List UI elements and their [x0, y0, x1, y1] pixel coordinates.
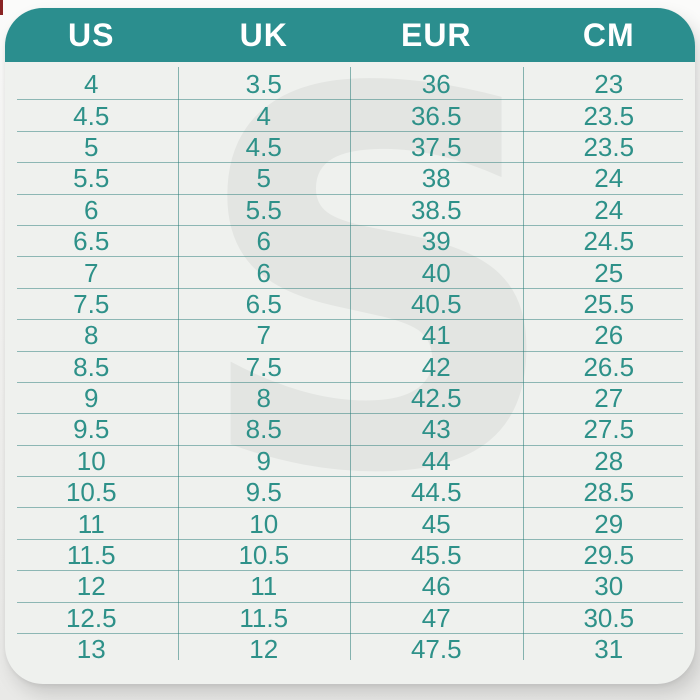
size-cell: 38.5	[410, 194, 462, 225]
size-cell: 5.5	[245, 194, 282, 225]
size-cell: 29.5	[583, 540, 635, 571]
size-cell: 6.5	[73, 226, 110, 257]
size-cell: 10	[76, 445, 106, 476]
size-cell: 10.5	[65, 477, 117, 508]
column-divider-2	[350, 67, 351, 660]
size-cell: 12.5	[65, 602, 117, 633]
size-cell: 23.5	[583, 100, 635, 131]
size-cell: 5.5	[73, 163, 110, 194]
size-cell: 10	[249, 508, 279, 539]
size-cell: 11.5	[239, 602, 289, 633]
size-chart-card: US UK EUR CM S 4 3.5 36 23 4.5 4 36.5 23.5 5 4.5 3…	[5, 8, 695, 684]
size-cell: 8	[256, 383, 271, 414]
size-cell: 6	[256, 257, 271, 288]
table-row: 8.5 7.5 42 26.5	[5, 351, 695, 384]
size-cell: 28	[594, 445, 624, 476]
size-cell: 8.5	[245, 414, 282, 445]
size-cell: 10.5	[238, 540, 290, 571]
table-row: 4.5 4 36.5 23.5	[5, 100, 695, 133]
size-cell: 31	[594, 634, 624, 665]
size-cell: 29	[594, 508, 624, 539]
size-cell: 37.5	[410, 131, 462, 162]
column-divider-1	[177, 67, 179, 660]
size-cell: 9.5	[73, 414, 110, 445]
size-cell: 30.5	[583, 602, 635, 633]
size-cell: 6	[256, 226, 271, 257]
size-cell: 44	[421, 445, 451, 476]
size-cell: 28.5	[583, 477, 635, 508]
size-cell: 13	[76, 634, 106, 665]
size-cell: 43	[421, 414, 451, 445]
size-cell: 12	[249, 634, 279, 665]
header-cell-us: US	[68, 17, 115, 53]
size-cell: 5	[256, 163, 271, 194]
edge-artifact	[0, 0, 3, 15]
size-cell: 8	[84, 320, 99, 351]
size-cell: 5	[84, 131, 99, 162]
size-cell: 12	[76, 571, 106, 602]
size-cell: 6.5	[245, 288, 282, 319]
size-cell: 8.5	[73, 351, 110, 382]
size-cell: 11	[250, 571, 278, 602]
size-cell: 23	[594, 69, 624, 100]
size-cell: 42.5	[410, 383, 462, 414]
size-cell: 24.5	[583, 226, 635, 257]
table-row: 10 9 44 28	[5, 445, 695, 478]
size-cell: 27.5	[583, 414, 635, 445]
size-cell: 9.5	[245, 477, 282, 508]
size-cell: 46	[421, 571, 451, 602]
header-cell-cm: CM	[582, 17, 635, 53]
size-cell: 41	[421, 320, 451, 351]
size-cell: 39	[421, 226, 451, 257]
size-cell: 7.5	[73, 288, 110, 319]
size-cell: 11.5	[66, 540, 116, 571]
size-cell: 25.5	[583, 288, 635, 319]
size-cell: 4.5	[245, 131, 282, 162]
size-cell: 7	[84, 257, 99, 288]
size-cell: 7.5	[245, 351, 282, 382]
size-cell: 36.5	[410, 100, 462, 131]
size-cell: 26.5	[583, 351, 635, 382]
size-cell: 3.5	[245, 69, 282, 100]
table-body: S 4 3.5 36 23 4.5 4 36.5 23.5 5 4.5 37.5 23.5 5.5 5 38…	[5, 24, 695, 684]
size-cell: 4	[84, 69, 99, 100]
size-cell: 45	[421, 508, 451, 539]
size-cell: 26	[594, 320, 624, 351]
column-divider-3	[522, 67, 524, 660]
size-cell: 7	[256, 320, 271, 351]
size-cell: 25	[594, 257, 624, 288]
header-cell-uk: UK	[239, 17, 288, 53]
size-cell: 4.5	[73, 100, 110, 131]
header-cell-eur: EUR	[400, 17, 472, 53]
size-cell: 47	[421, 602, 451, 633]
size-cell: 23.5	[583, 131, 635, 162]
size-cell: 4	[256, 100, 271, 131]
size-cell: 42	[421, 351, 451, 382]
size-cell: 47.5	[410, 634, 462, 665]
size-cell: 40	[421, 257, 451, 288]
table-header: US UK EUR CM	[5, 8, 695, 62]
size-cell: 6	[84, 194, 99, 225]
size-cell: 30	[594, 571, 624, 602]
size-cell: 44.5	[410, 477, 462, 508]
size-cell: 40.5	[410, 288, 462, 319]
size-cell: 27	[594, 383, 624, 414]
size-cell: 11	[77, 508, 105, 539]
size-cell: 38	[421, 163, 451, 194]
table-row: 13 12 47.5 31	[5, 634, 695, 665]
size-cell: 45.5	[410, 540, 462, 571]
size-cell: 9	[84, 383, 99, 414]
size-cell: 24	[594, 163, 624, 194]
size-cell: 36	[421, 69, 451, 100]
size-cell: 24	[594, 194, 624, 225]
size-cell: 9	[256, 445, 271, 476]
